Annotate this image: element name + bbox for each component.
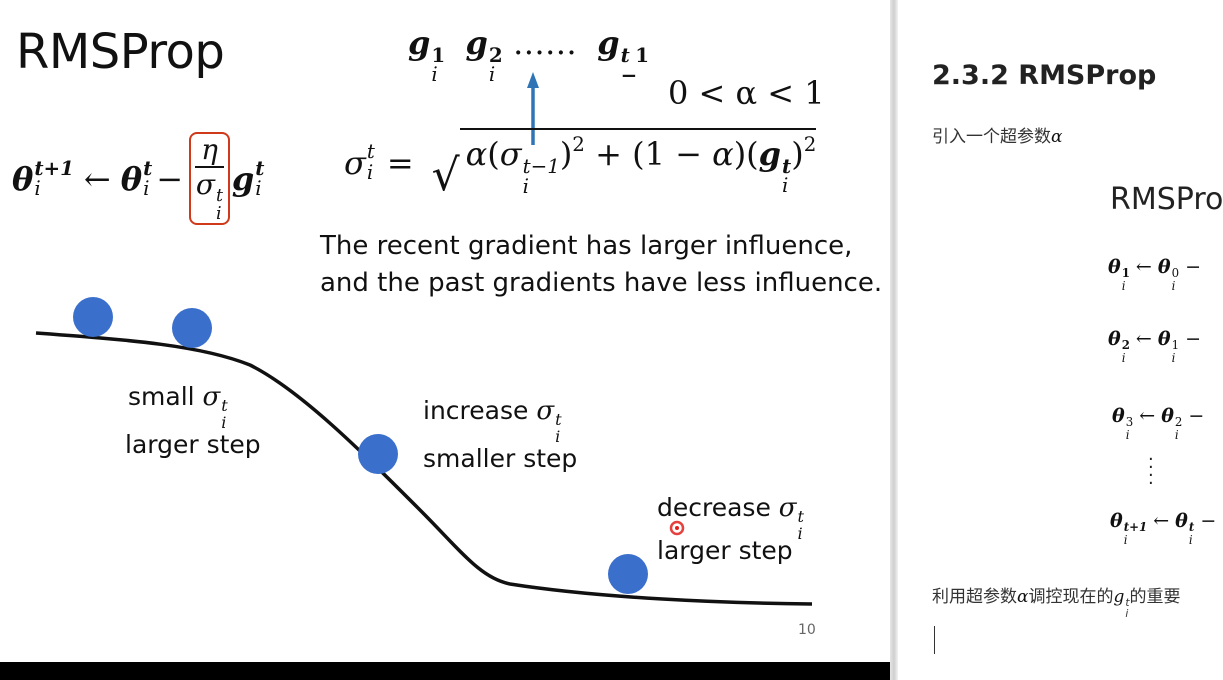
influence-caption-line-1: The recent gradient has larger influence… <box>320 231 853 261</box>
label-increase-prefix: increase <box>423 396 529 425</box>
slide-page-number: 10 <box>798 622 816 638</box>
influence-caption: The recent gradient has larger influence… <box>320 228 882 302</box>
intro-text: 引入一个超参数α <box>932 122 1062 147</box>
ball-2 <box>172 308 212 348</box>
slide-drawing <box>35 72 813 606</box>
loss-curve <box>35 331 813 606</box>
bottom-text: 利用超参数α调控现在的g t i 的重要 <box>932 587 1181 621</box>
text-cursor <box>934 626 935 654</box>
label-small-prefix: small <box>128 382 195 411</box>
bottom-middle: 调控现在的 <box>1028 587 1114 607</box>
slide-bottom-bar <box>0 662 890 680</box>
label-increase-step: smaller step <box>423 444 578 473</box>
recent-gradient-arrow-head <box>527 72 539 88</box>
alpha-range: 0 < α < 1 <box>668 74 825 112</box>
ball-4 <box>608 554 648 594</box>
pointer-dot <box>669 520 685 536</box>
intro-prefix: 引入一个超参数 <box>932 127 1051 147</box>
pane-divider[interactable] <box>890 0 898 680</box>
label-small-step: larger step <box>125 430 261 459</box>
bottom-suffix: 的重要 <box>1129 587 1181 607</box>
embedded-image-title: RMSPro <box>1110 182 1223 217</box>
bottom-prefix: 利用超参数 <box>932 587 1017 607</box>
ball-3 <box>358 434 398 474</box>
doc-vertical-ellipsis: · · · · <box>1148 449 1154 494</box>
bottom-symbol: α <box>1017 587 1029 607</box>
ball-1 <box>73 297 113 337</box>
intro-symbol: α <box>1051 127 1063 147</box>
label-decrease-prefix: decrease <box>657 493 771 522</box>
influence-caption-line-2: and the past gradients have less influen… <box>320 268 883 298</box>
section-heading: 2.3.2 RMSProp <box>932 60 1157 91</box>
label-decrease-step: larger step <box>657 536 793 565</box>
gradient-sequence-dots: …… <box>512 24 577 62</box>
slide-title: RMSProp <box>16 24 225 80</box>
